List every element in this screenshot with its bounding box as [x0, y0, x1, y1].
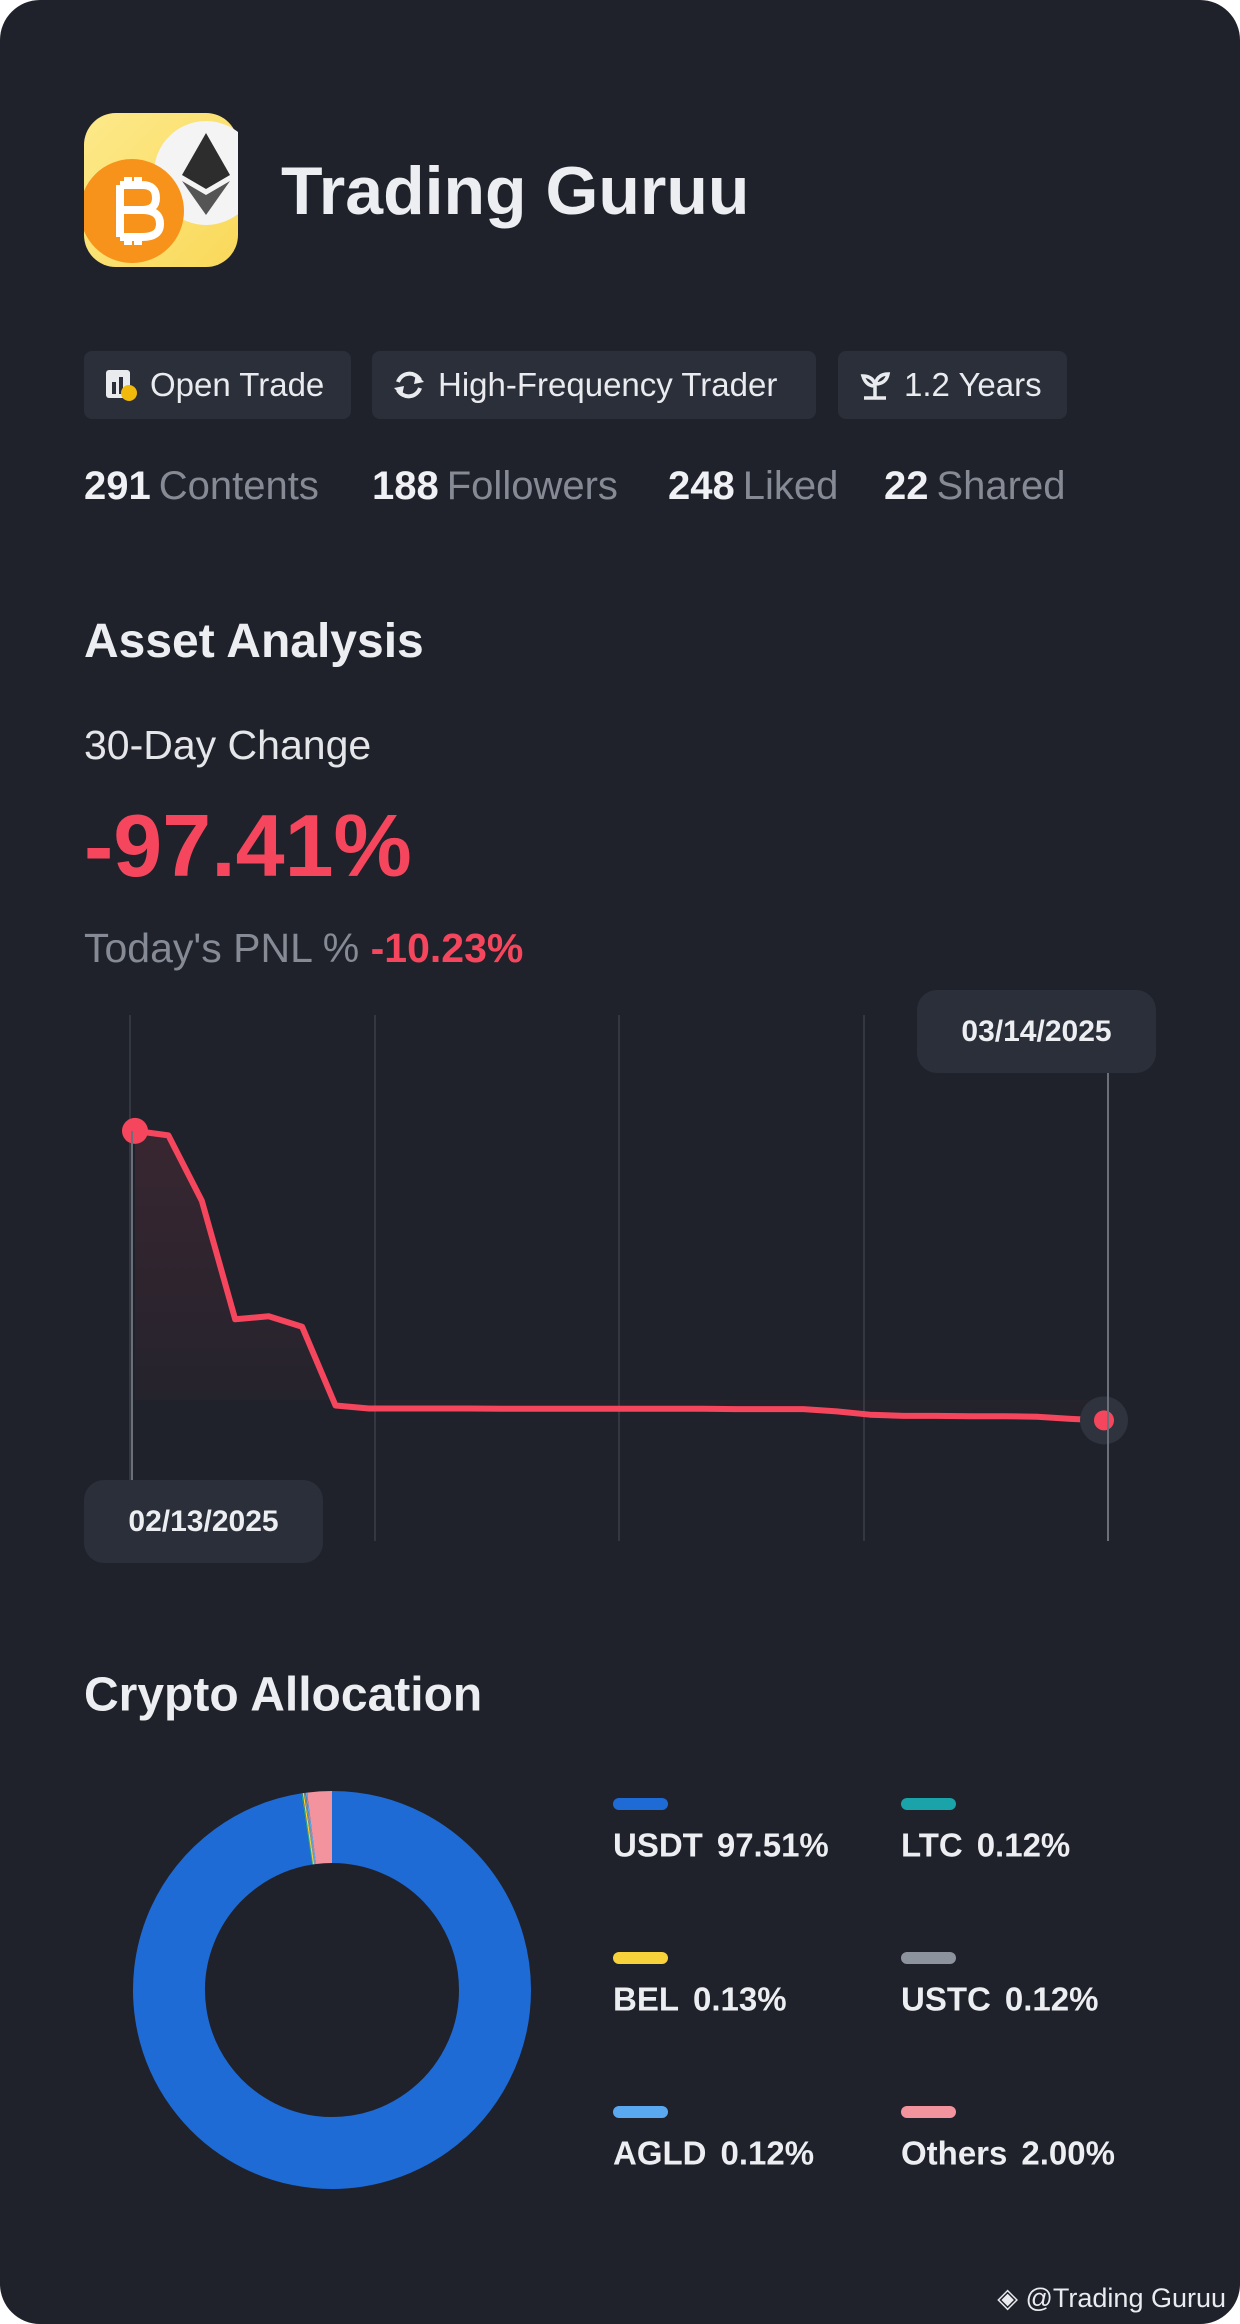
- tag-icon: [394, 371, 424, 399]
- stat-value: 22: [884, 464, 929, 508]
- legend-swatch: [901, 1952, 956, 1964]
- section-title: Asset Analysis: [84, 615, 424, 668]
- legend-value: 0.12%: [1005, 1981, 1099, 2018]
- stat: 291 Contents: [84, 464, 319, 509]
- watermark-text: @Trading Guruu: [1025, 2283, 1227, 2313]
- stat-label: Contents: [158, 464, 319, 508]
- stat-value: 248: [668, 464, 735, 508]
- line: [132, 1127, 1107, 1424]
- legend-name: BEL: [613, 1981, 679, 2018]
- legend-name: USDT: [613, 1827, 703, 1864]
- stat-label: Shared: [936, 464, 1066, 508]
- legend-swatch: [901, 1798, 956, 1810]
- legend-name: Others: [901, 2135, 1007, 2172]
- legend-name: LTC: [901, 1827, 963, 1864]
- date-tooltip: [84, 1480, 323, 1563]
- tag: 1.2 Years: [838, 351, 1067, 419]
- donut-slice: [133, 1791, 531, 2189]
- tag-icon: [106, 370, 137, 401]
- legend-value: 0.12%: [721, 2135, 815, 2172]
- legend-name: USTC: [901, 1981, 991, 2018]
- date-tooltip: [917, 990, 1156, 1073]
- stat: 248 Liked: [668, 464, 838, 509]
- start-point: [122, 1117, 148, 1144]
- legend-value: 0.13%: [693, 1981, 787, 2018]
- tag-text: High-Frequency Trader: [438, 366, 778, 403]
- change-value: -97.41%: [84, 796, 412, 895]
- legend-swatch: [613, 1952, 668, 1964]
- date-tooltip-text: 02/13/2025: [128, 1505, 278, 1538]
- section-title: Crypto Allocation: [84, 1669, 482, 1722]
- line-area: [135, 1130, 1104, 1421]
- donut-slice: [307, 1791, 333, 1865]
- tag-text: 1.2 Years: [904, 366, 1042, 403]
- stat-value: 291: [84, 464, 151, 508]
- stat-value: 188: [372, 464, 439, 508]
- legend-value: 0.12%: [977, 1827, 1071, 1864]
- legend-value: 2.00%: [1021, 2135, 1115, 2172]
- end-point: [1094, 1410, 1114, 1431]
- avatar: [84, 113, 238, 267]
- tag-icon: [860, 372, 891, 400]
- date-tooltip-text: 03/14/2025: [961, 1015, 1111, 1048]
- pnl-label: Today's PNL %: [84, 925, 360, 971]
- tag: High-Frequency Trader: [372, 351, 816, 419]
- trader-name: Trading Guruu: [281, 153, 750, 229]
- legend-name: AGLD: [613, 2135, 707, 2172]
- tag: Open Trade: [84, 351, 351, 419]
- stat: 22 Shared: [884, 464, 1065, 509]
- change-label: 30-Day Change: [84, 722, 372, 768]
- legend-swatch: [613, 1798, 668, 1810]
- pnl-value: -10.23%: [370, 925, 524, 971]
- watermark: ◈ @Trading Guruu: [997, 2283, 1227, 2313]
- legend-swatch: [901, 2106, 956, 2118]
- tag-text: Open Trade: [150, 366, 325, 403]
- legend-value: 97.51%: [717, 1827, 829, 1864]
- stat: 188 Followers: [372, 464, 618, 509]
- pnl: Today's PNL % -10.23%: [84, 925, 523, 972]
- stat-label: Followers: [446, 464, 618, 508]
- legend-swatch: [613, 2106, 668, 2118]
- stat-label: Liked: [742, 464, 839, 508]
